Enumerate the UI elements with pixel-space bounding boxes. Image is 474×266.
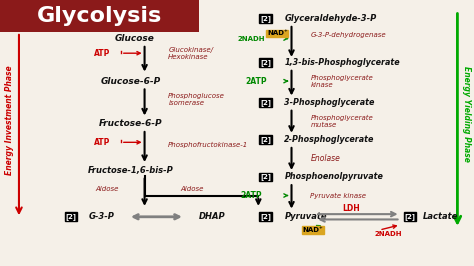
Text: 2NADH: 2NADH: [237, 36, 265, 41]
Text: 2ATP: 2ATP: [245, 77, 267, 86]
Text: 2NADH: 2NADH: [375, 231, 402, 237]
Text: Fructose-1,6-bis-P: Fructose-1,6-bis-P: [88, 166, 173, 175]
Text: Glucokinase/
Hexokinase: Glucokinase/ Hexokinase: [168, 47, 213, 60]
Text: ATP: ATP: [94, 49, 110, 58]
Text: Aldose: Aldose: [95, 186, 118, 192]
Text: NAD⁺: NAD⁺: [302, 227, 323, 233]
Text: 3-Phosphoglycerate: 3-Phosphoglycerate: [284, 98, 375, 107]
Text: NAD⁺: NAD⁺: [267, 30, 288, 36]
Text: Fructose-6-P: Fructose-6-P: [99, 119, 162, 128]
Text: [2]: [2]: [65, 213, 77, 220]
Text: G-3-P-dehydrogenase: G-3-P-dehydrogenase: [310, 32, 386, 38]
Text: 1,3-bis-Phosphoglycerate: 1,3-bis-Phosphoglycerate: [284, 58, 400, 67]
FancyBboxPatch shape: [0, 0, 199, 32]
Text: G-3-P: G-3-P: [89, 212, 115, 221]
Text: Enolase: Enolase: [310, 154, 340, 163]
Text: [2]: [2]: [260, 136, 271, 143]
Text: Lactate: Lactate: [423, 212, 458, 221]
Text: LDH: LDH: [342, 204, 360, 213]
Text: Glucose: Glucose: [115, 34, 155, 43]
Text: Glycolysis: Glycolysis: [37, 6, 162, 26]
Text: Phosphoenolpyruvate: Phosphoenolpyruvate: [284, 172, 383, 181]
Text: Energy Yielding Phase: Energy Yielding Phase: [463, 66, 471, 162]
Text: Phosphoglycerate
kinase: Phosphoglycerate kinase: [310, 74, 373, 88]
Text: [2]: [2]: [260, 213, 271, 220]
Text: [2]: [2]: [260, 15, 271, 22]
Text: 2-Phosphoglycerate: 2-Phosphoglycerate: [284, 135, 375, 144]
Text: ATP: ATP: [94, 138, 110, 147]
Text: Phosphofructokinase-1: Phosphofructokinase-1: [168, 142, 248, 148]
Text: DHAP: DHAP: [199, 212, 226, 221]
Text: Phosphoglucose
isomerase: Phosphoglucose isomerase: [168, 93, 225, 106]
Text: [2]: [2]: [404, 213, 416, 220]
Text: Phosphoglycerate
mutase: Phosphoglycerate mutase: [310, 114, 373, 128]
Text: Pyruvate: Pyruvate: [284, 212, 327, 221]
Text: Glucose-6-P: Glucose-6-P: [100, 77, 161, 86]
Text: [2]: [2]: [260, 59, 271, 66]
Text: Energy Investment Phase: Energy Investment Phase: [5, 65, 14, 174]
Text: Glyceraldehyde-3-P: Glyceraldehyde-3-P: [284, 14, 377, 23]
Text: Aldose: Aldose: [180, 186, 204, 192]
Text: [2]: [2]: [260, 173, 271, 180]
Text: [2]: [2]: [260, 99, 271, 106]
Text: Pyruvate kinase: Pyruvate kinase: [310, 193, 366, 198]
Text: 2ATP: 2ATP: [240, 191, 262, 200]
